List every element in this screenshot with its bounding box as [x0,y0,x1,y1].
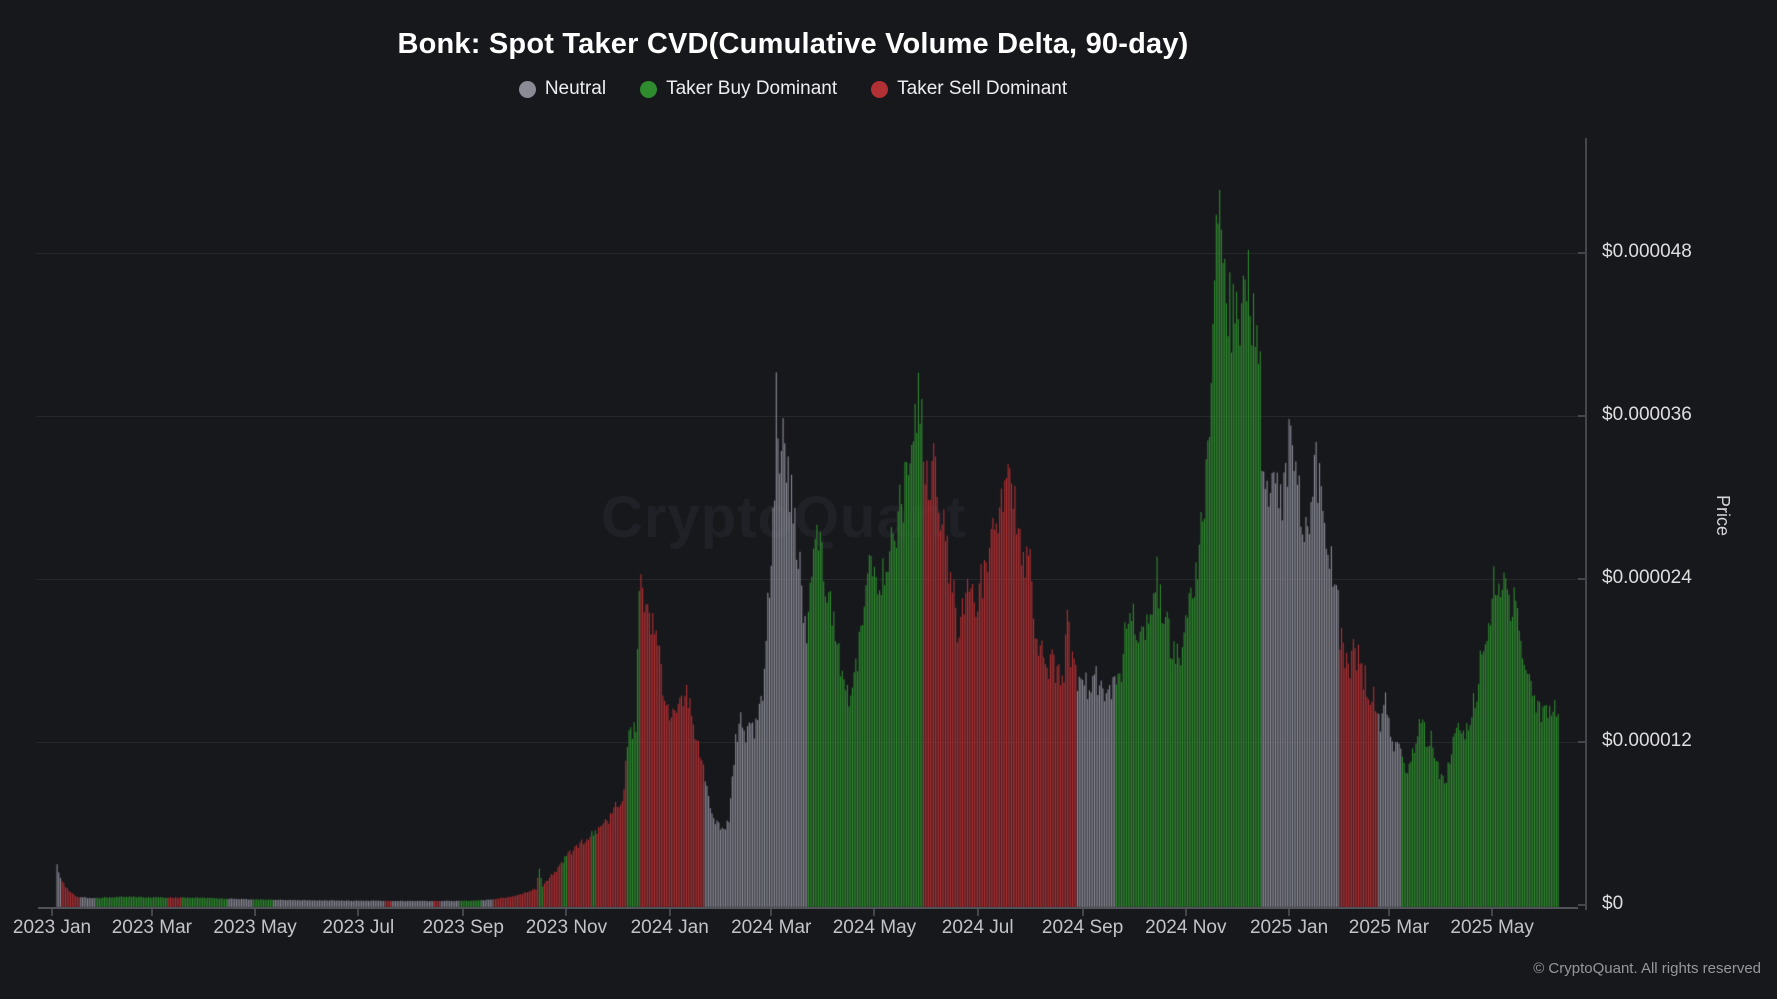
date-axis-tick [976,909,979,916]
price-axis-tick [1578,415,1586,417]
date-axis-tick [1184,909,1187,916]
date-axis-tick [1491,909,1494,916]
price-axis-tick [1578,904,1586,906]
price-axis-label: $0.000024 [1602,567,1692,588]
date-axis-label: 2023 Jan [12,917,92,938]
date-axis-label: 2024 Nov [1145,917,1227,938]
price-axis-label: $0.000036 [1602,404,1692,425]
date-axis-label: 2024 Mar [731,917,812,938]
date-axis-tick [565,909,568,916]
date-axis-tick [51,909,53,916]
price-axis-line [1585,138,1587,910]
date-axis-tick [873,909,876,916]
price-axis-title: Price [1713,495,1733,537]
date-axis-label: 2023 Nov [525,917,608,938]
date-axis-tick [668,909,671,916]
x-axis-line [38,907,1578,909]
date-axis-tick [462,909,465,916]
price-axis-label: $0.000048 [1602,241,1692,262]
date-axis-label: 2023 Mar [111,917,192,938]
copyright-notice: © CryptoQuant. All rights reserved [1533,960,1761,977]
date-axis-label: 2023 May [213,917,297,938]
date-axis-tick [770,909,773,916]
date-axis-label: 2025 Jan [1249,917,1329,938]
price-axis-tick [1578,252,1586,254]
date-axis-tick [1288,909,1291,916]
date-axis-tick [1387,909,1390,916]
date-axis-label: 2024 May [832,917,917,938]
date-axis-label: 2023 Jul [322,917,395,938]
price-axis-label: $0.000012 [1602,730,1692,751]
date-axis-label: 2025 May [1450,917,1534,938]
date-axis-tick [357,909,360,916]
date-axis-tick [254,909,257,916]
date-axis-label: 2024 Jan [630,917,709,938]
price-axis-tick [1578,578,1586,580]
date-axis-tick [150,909,153,916]
price-axis-tick [1578,741,1586,743]
price-axis-label: $0 [1602,893,1624,914]
date-axis-label: 2024 Jul [941,917,1014,938]
date-axis-label: 2024 Sep [1041,917,1124,938]
date-axis-tick [1081,909,1084,916]
date-axis-label: 2023 Sep [422,917,504,938]
date-axis-label: 2025 Mar [1348,917,1430,938]
